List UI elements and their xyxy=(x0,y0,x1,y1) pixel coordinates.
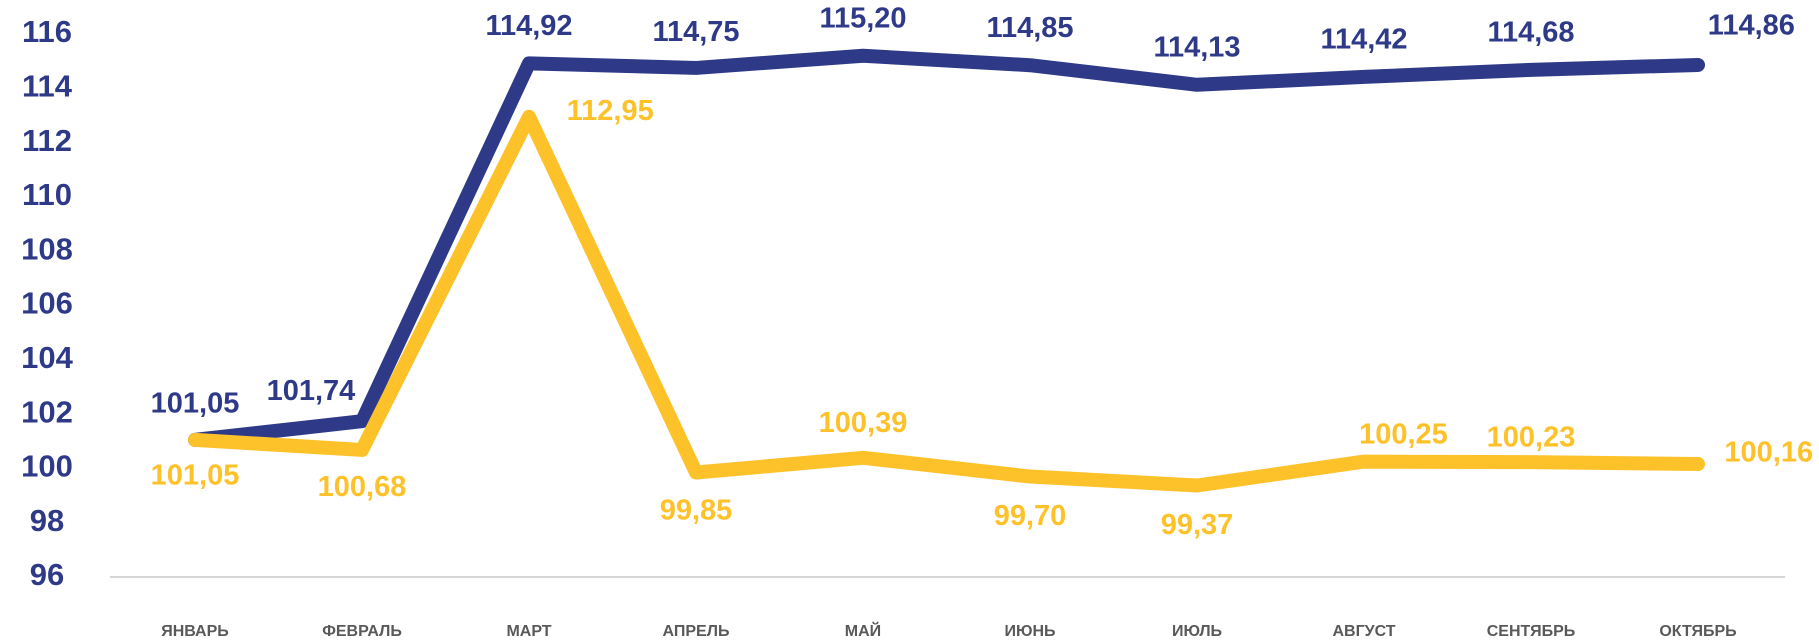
y-tick-label: 106 xyxy=(21,286,73,321)
data-label: 99,85 xyxy=(660,495,733,527)
x-tick-label: АВГУСТ xyxy=(1332,623,1395,640)
x-tick-label: ИЮНЬ xyxy=(1004,623,1055,640)
data-label: 100,25 xyxy=(1359,419,1448,451)
data-label: 114,68 xyxy=(1487,17,1574,49)
y-tick-label: 116 xyxy=(22,14,72,49)
x-tick-label: ФЕВРАЛЬ xyxy=(322,623,402,640)
x-tick-label: АПРЕЛЬ xyxy=(663,623,730,640)
series-line xyxy=(188,109,1705,493)
x-tick-label: ИЮЛЬ xyxy=(1172,623,1222,640)
x-tick-label: СЕНТЯБРЬ xyxy=(1487,623,1576,640)
data-label: 115,20 xyxy=(819,2,906,34)
data-label: 114,85 xyxy=(986,12,1073,44)
y-tick-label: 100 xyxy=(21,449,73,484)
y-tick-label: 112 xyxy=(22,123,72,158)
y-tick-label: 96 xyxy=(30,557,64,592)
data-label: 100,16 xyxy=(1724,436,1813,468)
x-tick-label: ЯНВАРЬ xyxy=(161,623,229,640)
data-label: 114,75 xyxy=(652,16,739,48)
data-label: 100,68 xyxy=(318,471,407,503)
x-tick-label: ОКТЯБРЬ xyxy=(1659,623,1736,640)
data-label: 101,05 xyxy=(151,460,240,492)
y-tick-label: 108 xyxy=(21,231,73,266)
data-label: 101,05 xyxy=(151,388,240,420)
x-tick-label: МАЙ xyxy=(845,621,881,640)
data-label: 114,86 xyxy=(1708,9,1795,41)
y-tick-label: 104 xyxy=(21,340,73,375)
y-tick-label: 110 xyxy=(22,177,72,212)
data-label: 114,42 xyxy=(1320,24,1407,56)
data-label: 114,92 xyxy=(485,10,572,42)
y-tick-label: 98 xyxy=(30,503,64,538)
data-label: 100,39 xyxy=(819,407,908,439)
data-label: 112,95 xyxy=(567,95,654,127)
y-tick-label: 102 xyxy=(21,394,73,429)
data-label: 99,37 xyxy=(1161,509,1234,541)
x-tick-label: МАРТ xyxy=(506,623,551,640)
data-label: 99,70 xyxy=(994,500,1067,532)
series-line xyxy=(188,48,1705,447)
data-label: 101,74 xyxy=(267,375,356,407)
y-tick-label: 114 xyxy=(22,68,73,103)
data-label: 100,23 xyxy=(1487,422,1576,454)
data-label: 114,13 xyxy=(1153,31,1240,63)
